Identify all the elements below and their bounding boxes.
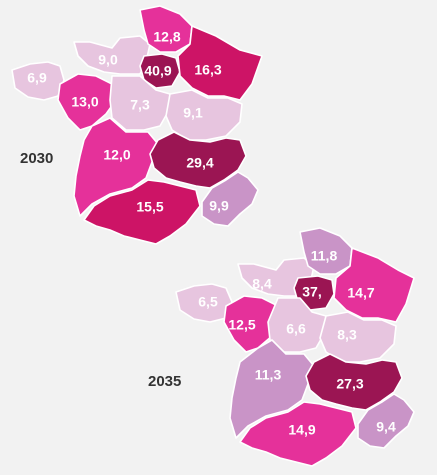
region-nouvelle-aquitaine-2030 — [73, 117, 159, 217]
value-provence-alpes-cote-d-azur-2030: 9,9 — [209, 198, 229, 214]
value-normandie-2035: 8,4 — [252, 276, 272, 292]
region-ile-de-france-2030 — [139, 53, 181, 89]
region-provence-alpes-cote-d-azur-2030 — [201, 171, 259, 227]
value-hauts-de-france-2035: 11,8 — [311, 248, 338, 264]
region-hauts-de-france-2035 — [299, 227, 353, 275]
region-bourgogne-franche-comte-2035 — [319, 311, 397, 363]
map-2035-values: 11,8 8,4 37, 14,7 6,5 12,5 6,6 8,3 11,3 … — [198, 248, 396, 438]
value-grand-est-2030: 16,3 — [194, 62, 221, 78]
value-pays-de-la-loire-2030: 13,0 — [71, 94, 98, 110]
map-2030: 2030 12,8 9,0 40,9 16,3 6,9 13,0 7,3 9,1… — [11, 5, 263, 245]
map-2035: 2035 11,8 8,4 37, 14,7 6,5 12,5 6,6 8,3 … — [148, 227, 415, 467]
value-auvergne-rhone-alpes-2030: 29,4 — [186, 155, 213, 171]
region-auvergne-rhone-alpes-2035 — [305, 353, 403, 411]
region-hauts-de-france-2030 — [139, 5, 193, 53]
region-bourgogne-franche-comte-2030 — [165, 89, 243, 141]
value-bourgogne-franche-comte-2035: 8,3 — [337, 327, 357, 343]
value-bretagne-2035: 6,5 — [198, 294, 218, 310]
value-pays-de-la-loire-2035: 12,5 — [228, 317, 255, 333]
value-normandie-2030: 9,0 — [98, 52, 118, 68]
region-auvergne-rhone-alpes-2030 — [149, 131, 247, 189]
year-label-2035: 2035 — [148, 373, 181, 390]
region-grand-est-2030 — [177, 25, 263, 101]
value-grand-est-2035: 14,7 — [347, 285, 374, 301]
region-occitanie-2035 — [239, 401, 357, 467]
region-pays-de-la-loire-2030 — [57, 73, 117, 131]
value-centre-val-de-loire-2035: 6,6 — [286, 321, 306, 337]
value-nouvelle-aquitaine-2030: 12,0 — [103, 147, 130, 163]
map-2030-values: 12,8 9,0 40,9 16,3 6,9 13,0 7,3 9,1 12,0… — [27, 29, 229, 215]
value-nouvelle-aquitaine-2035: 11,3 — [255, 367, 282, 383]
value-occitanie-2035: 14,9 — [288, 422, 315, 438]
value-hauts-de-france-2030: 12,8 — [153, 29, 180, 45]
region-grand-est-2035 — [333, 247, 415, 323]
value-bourgogne-franche-comte-2030: 9,1 — [183, 105, 203, 121]
value-occitanie-2030: 15,5 — [136, 199, 163, 215]
region-provence-alpes-cote-d-azur-2035 — [357, 393, 415, 449]
value-auvergne-rhone-alpes-2035: 27,3 — [336, 376, 363, 392]
region-nouvelle-aquitaine-2035 — [229, 339, 315, 439]
value-centre-val-de-loire-2030: 7,3 — [130, 97, 150, 113]
value-bretagne-2030: 6,9 — [27, 70, 47, 86]
value-ile-de-france-2035: 37, — [302, 284, 321, 300]
year-label-2030: 2030 — [20, 150, 53, 167]
region-occitanie-2030 — [83, 179, 201, 245]
value-ile-de-france-2030: 40,9 — [144, 63, 171, 79]
region-centre-val-de-loire-2030 — [109, 75, 171, 131]
region-centre-val-de-loire-2035 — [267, 297, 327, 353]
value-provence-alpes-cote-d-azur-2035: 9,4 — [376, 419, 396, 435]
